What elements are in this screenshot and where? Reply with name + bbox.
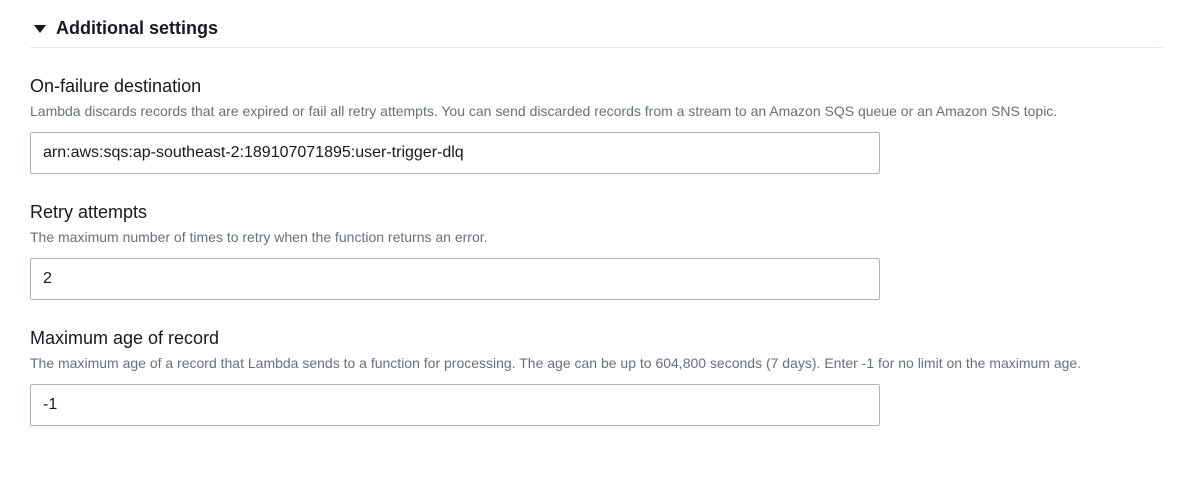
on-failure-description: Lambda discards records that are expired…	[30, 101, 1165, 122]
retry-attempts-description: The maximum number of times to retry whe…	[30, 227, 1165, 248]
on-failure-destination-group: On-failure destination Lambda discards r…	[30, 76, 1165, 174]
on-failure-input[interactable]	[30, 132, 880, 174]
retry-attempts-group: Retry attempts The maximum number of tim…	[30, 202, 1165, 300]
max-age-group: Maximum age of record The maximum age of…	[30, 328, 1165, 426]
section-title: Additional settings	[56, 18, 218, 39]
retry-attempts-label: Retry attempts	[30, 202, 1165, 223]
caret-down-icon	[34, 25, 46, 33]
on-failure-label: On-failure destination	[30, 76, 1165, 97]
additional-settings-header[interactable]: Additional settings	[30, 10, 1165, 48]
max-age-description: The maximum age of a record that Lambda …	[30, 353, 1165, 374]
retry-attempts-input[interactable]	[30, 258, 880, 300]
max-age-label: Maximum age of record	[30, 328, 1165, 349]
max-age-input[interactable]	[30, 384, 880, 426]
